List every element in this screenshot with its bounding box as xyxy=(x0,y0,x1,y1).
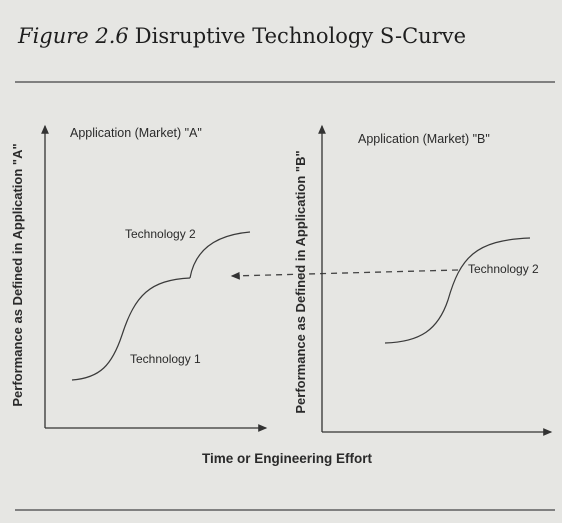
title-text: Disruptive Technology S-Curve xyxy=(135,24,466,48)
x-axis-label: Time or Engineering Effort xyxy=(202,451,373,466)
s-curve xyxy=(384,237,531,344)
curve-label: Technology 2 xyxy=(125,227,196,241)
panel-title: Application (Market) "A" xyxy=(70,126,202,140)
y-axis-label: Performance as Defined in Application "B… xyxy=(293,150,308,413)
curve-label: Technology 2 xyxy=(468,262,539,276)
figure-title: Figure 2.6 Disruptive Technology S-Curve xyxy=(17,24,466,48)
panel-title: Application (Market) "B" xyxy=(358,132,490,146)
dashed-arrow xyxy=(230,269,459,280)
y-axis-label: Performance as Defined in Application "A… xyxy=(10,143,25,406)
curve-label: Technology 1 xyxy=(130,352,201,366)
s-curve xyxy=(71,277,191,381)
s-curve xyxy=(189,231,251,279)
figure-label: Figure 2.6 xyxy=(17,24,129,48)
